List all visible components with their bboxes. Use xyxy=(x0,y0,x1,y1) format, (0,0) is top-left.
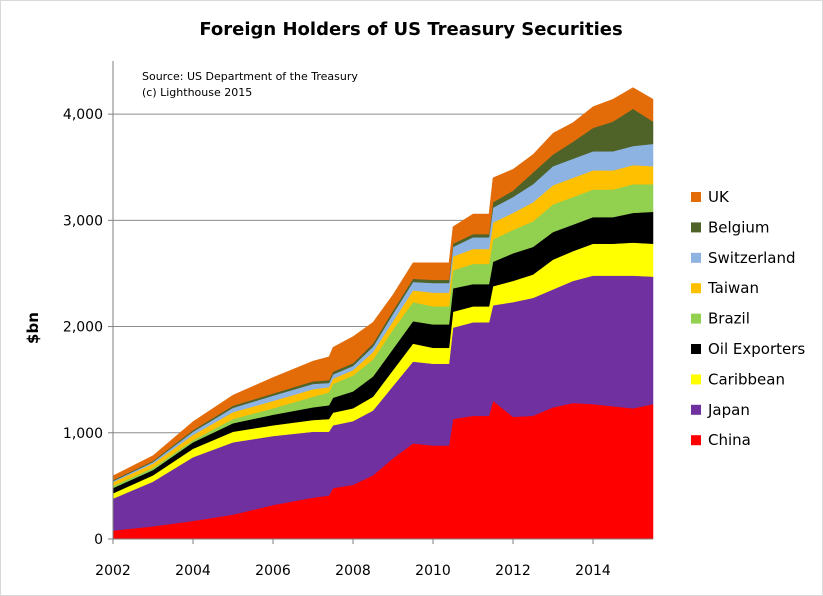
y-tick-label: 0 xyxy=(94,532,103,548)
legend-label-switzerland: Switzerland xyxy=(708,249,796,267)
y-tick-labels: 0 1,000 2,000 3,000 4,000 xyxy=(63,107,103,548)
x-tick-label: 2008 xyxy=(335,563,371,579)
legend-label-japan: Japan xyxy=(707,401,750,419)
chart-title: Foreign Holders of US Treasury Securitie… xyxy=(199,19,622,40)
legend-swatch-switzerland xyxy=(691,252,701,263)
legend-label-taiwan: Taiwan xyxy=(707,279,759,297)
x-tick-label: 2014 xyxy=(575,563,611,579)
legend-swatch-china xyxy=(691,435,701,446)
x-tick-label: 2012 xyxy=(495,563,531,579)
y-tick-label: 1,000 xyxy=(63,426,103,442)
legend-label-belgium: Belgium xyxy=(708,218,770,236)
source-note: Source: US Department of the Treasury xyxy=(142,70,358,83)
x-tick-labels: 2002 2004 2006 2008 2010 2012 2014 xyxy=(95,563,611,579)
legend-label-uk: UK xyxy=(708,188,730,206)
y-tick-label: 3,000 xyxy=(63,213,103,229)
y-tick-label: 4,000 xyxy=(63,107,103,123)
legend-swatch-japan xyxy=(691,404,701,415)
legend-label-caribbean: Caribbean xyxy=(708,370,785,388)
copyright-note: (c) Lighthouse 2015 xyxy=(142,86,252,99)
series-areas xyxy=(112,87,654,540)
legend-swatch-belgium xyxy=(691,222,701,233)
legend-swatch-brazil xyxy=(691,313,701,324)
legend-swatch-oil-exporters xyxy=(691,344,701,354)
x-tick-label: 2004 xyxy=(175,563,211,579)
legend-swatch-caribbean xyxy=(691,374,701,385)
legend-label-brazil: Brazil xyxy=(708,310,750,328)
axes xyxy=(108,61,653,544)
x-tick-label: 2010 xyxy=(415,563,451,579)
legend-swatch-uk xyxy=(691,192,701,202)
legend-label-oil-exporters: Oil Exporters xyxy=(708,340,805,358)
y-tick-label: 2,000 xyxy=(63,320,103,336)
x-tick-label: 2006 xyxy=(255,563,291,579)
legend: UK Belgium Switzerland Taiwan Brazil Oil Expo… xyxy=(691,188,805,449)
area-uk xyxy=(112,87,654,481)
legend-swatch-taiwan xyxy=(691,283,701,294)
y-axis-label: $bn xyxy=(24,312,42,344)
x-tick-label: 2002 xyxy=(95,563,131,579)
legend-label-china: China xyxy=(708,431,751,449)
